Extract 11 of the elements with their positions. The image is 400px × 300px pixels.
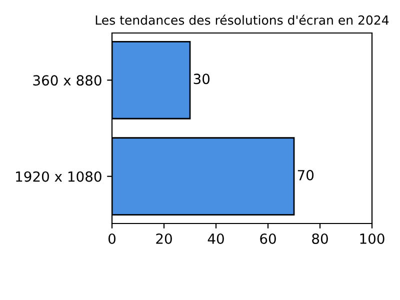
y-tick-label: 1920 x 1080	[16, 171, 102, 182]
x-tick-label: 100	[360, 233, 384, 244]
data-label: 30	[194, 74, 210, 84]
data-label: 70	[298, 170, 314, 180]
chart-title: Les tendances des résolutions d'écran en 2024	[96, 14, 389, 25]
x-tick-label: 40	[208, 233, 224, 244]
x-tick-label: 80	[312, 233, 328, 244]
x-tick-label: 20	[156, 233, 172, 244]
x-tick-label: 0	[108, 233, 116, 244]
x-tick-label: 60	[260, 233, 276, 244]
y-tick-label: 360 x 880	[33, 75, 102, 86]
